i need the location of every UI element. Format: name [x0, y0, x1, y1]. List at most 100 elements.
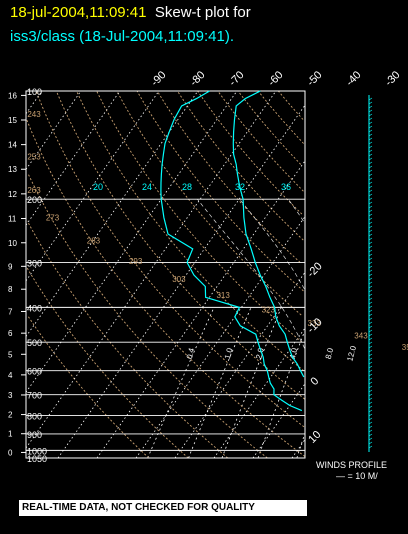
pressure-label: 1050 [27, 454, 47, 464]
pressure-label: 800 [27, 412, 42, 422]
height-tick-label: 16 [8, 91, 17, 100]
wind-barb [368, 421, 373, 425]
height-tick-label: 2 [8, 411, 13, 420]
height-tick-label: 15 [8, 116, 17, 125]
wind-barb [368, 109, 373, 113]
dry-adiabat-line [26, 119, 306, 457]
wind-barb [368, 325, 373, 329]
wind-barb [368, 357, 373, 361]
wind-barb [368, 237, 373, 241]
wind-barb [368, 345, 373, 349]
plot-frame [25, 90, 306, 459]
mixing-ratio-line [147, 307, 215, 459]
height-tick-label: 13 [8, 165, 17, 174]
wind-barb [368, 413, 373, 417]
wind-barb [368, 389, 373, 393]
wind-barb [368, 233, 373, 237]
wind-barb [368, 393, 373, 397]
wind-barb [368, 445, 373, 449]
height-tick-label: 0 [8, 448, 13, 457]
wind-barb [368, 341, 373, 345]
wind-barb [368, 401, 373, 405]
dry-adiabat-label: 273 [46, 213, 60, 222]
dry-adiabat-label: 323 [262, 306, 276, 315]
mixing-ratio-label: 8.0 [324, 347, 336, 361]
wind-barb [368, 205, 373, 209]
mixing-ratio-line [296, 433, 306, 459]
mixing-ratio-label: 12.0 [345, 344, 358, 362]
dry-adiabat-label: 263 [27, 186, 41, 195]
dewpoint-trace [160, 90, 303, 412]
wind-barb [368, 133, 373, 137]
wind-barb [368, 365, 373, 369]
wind-barb [368, 405, 373, 409]
wind-barb [368, 381, 373, 385]
wind-barb [368, 425, 373, 429]
winds-profile-scale: — = 10 M/ [336, 471, 378, 481]
wind-barb [368, 113, 373, 117]
label-layer: 0.4 1.0 2.0 4.0 8.0 12.0243253263273283293303… [8, 69, 408, 464]
wind-barb [368, 141, 373, 145]
wind-barb [368, 161, 373, 165]
dry-adiabat-line [277, 90, 304, 120]
height-tick-label: 7 [8, 307, 13, 316]
wind-barb [368, 385, 373, 389]
wind-barb [368, 189, 373, 193]
temperature-tick-label: -40 [344, 69, 364, 89]
dry-adiabat-label: 243 [27, 110, 41, 119]
wind-barb [368, 169, 373, 173]
dry-adiabat-label: 283 [87, 237, 101, 246]
dry-adiabat-line [26, 314, 150, 459]
wind-barb [368, 197, 373, 201]
pressure-label: 500 [27, 338, 42, 348]
isotherm-line [135, 216, 306, 459]
dry-adiabat-line [116, 90, 302, 316]
wind-barb [368, 353, 373, 357]
moist-adiabat-label: 28 [182, 182, 192, 192]
wind-barb [368, 329, 373, 333]
data-layer [160, 90, 305, 412]
wind-barb [368, 273, 373, 277]
wind-barb [368, 165, 373, 169]
height-tick-label: 3 [8, 391, 13, 400]
temperature-tick-label: -70 [227, 69, 247, 89]
wind-barb [368, 285, 373, 289]
wind-barb [368, 429, 373, 433]
isotherm-line [25, 90, 238, 393]
moist-adiabat-line [197, 198, 305, 349]
temperature-trace [232, 90, 305, 378]
wind-barb [368, 297, 373, 301]
dry-adiabat-line [76, 90, 304, 372]
wind-barb [368, 361, 373, 365]
wind-profile-layer [368, 95, 373, 452]
isotherm-line [25, 90, 43, 114]
mixing-ratio-line [257, 332, 305, 459]
wind-barb [368, 317, 373, 321]
dry-adiabat-line [177, 90, 304, 241]
wind-barb [368, 97, 373, 101]
wind-barb [368, 437, 373, 441]
wind-barb [368, 245, 373, 249]
dry-adiabat-line [26, 267, 189, 459]
wind-barb [368, 289, 373, 293]
wind-barb [368, 253, 373, 257]
wind-barb [368, 225, 373, 229]
height-tick-label: 11 [8, 215, 17, 224]
mixing-ratio-label: 0.4 [185, 346, 197, 360]
dry-adiabat-line [197, 90, 303, 215]
dry-adiabat-label: 253 [27, 152, 41, 161]
wind-barb [368, 277, 373, 281]
height-tick-label: 8 [8, 285, 13, 294]
dry-adiabat-label: 303 [172, 275, 186, 284]
pressure-label: 400 [27, 303, 42, 313]
wind-barb [368, 125, 373, 129]
wind-barb [368, 281, 373, 285]
dry-adiabat-line [237, 90, 302, 165]
wind-barb [368, 201, 373, 205]
temperature-tick-label: -30 [383, 69, 403, 89]
moist-adiabat-line [287, 198, 304, 222]
wind-barb [368, 373, 373, 377]
wind-barb [368, 377, 373, 381]
wind-barb [368, 181, 373, 185]
wind-barb [368, 137, 373, 141]
